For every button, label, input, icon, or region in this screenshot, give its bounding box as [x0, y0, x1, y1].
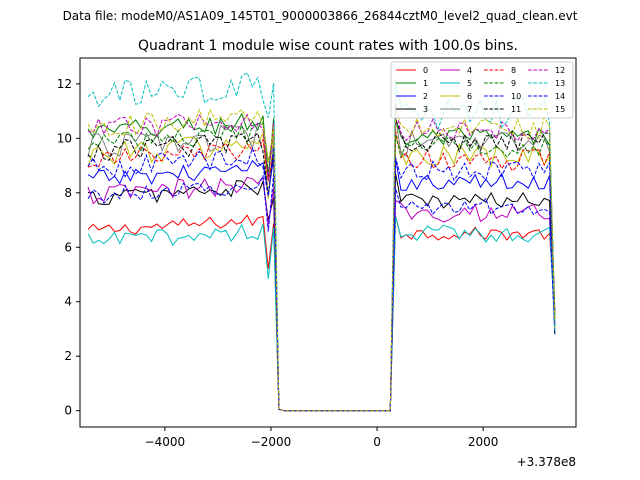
legend-label-3: 3: [423, 105, 428, 114]
series-line-11: [87, 119, 556, 412]
x-tick-label: −2000: [251, 435, 292, 449]
legend-label-7: 7: [467, 105, 472, 114]
legend-label-11: 11: [511, 105, 521, 114]
y-tick-label: 2: [64, 349, 72, 363]
legend-label-10: 10: [511, 92, 521, 101]
y-axis: 0 2 4 6 8 10 12: [57, 77, 80, 418]
plot-frame: [79, 57, 577, 428]
legend-label-1: 1: [423, 79, 428, 88]
legend-label-0: 0: [423, 66, 428, 75]
x-tick-label: −4000: [145, 435, 186, 449]
series-line-14: [87, 147, 556, 412]
legend-label-12: 12: [555, 66, 565, 75]
x-tick-label: 0: [373, 435, 381, 449]
y-tick-label: 0: [64, 404, 72, 418]
x-axis-offset-label: +3.378e8: [517, 455, 576, 469]
series-line-10: [87, 174, 556, 412]
legend-label-4: 4: [467, 66, 472, 75]
y-tick-label: 4: [64, 295, 72, 309]
legend-label-2: 2: [423, 92, 428, 101]
legend-label-8: 8: [511, 66, 516, 75]
chart-title: Quadrant 1 module wise count rates with …: [138, 38, 518, 54]
plot-lines: [87, 71, 556, 412]
legend-box: [390, 61, 574, 119]
legend-label-14: 14: [555, 92, 565, 101]
legend-label-9: 9: [511, 79, 516, 88]
legend-label-15: 15: [555, 105, 565, 114]
y-tick-label: 6: [64, 240, 72, 254]
legend-label-13: 13: [555, 79, 565, 88]
x-axis: −4000 −2000 0 2000: [145, 427, 499, 449]
y-tick-label: 8: [64, 186, 72, 200]
y-tick-label: 12: [57, 77, 72, 91]
y-tick-label: 10: [57, 131, 72, 145]
data-file-caption: Data file: modeM0/AS1A09_145T01_90000038…: [63, 9, 578, 23]
legend-label-6: 6: [467, 92, 472, 101]
x-tick-label: 2000: [468, 435, 499, 449]
legend-label-5: 5: [467, 79, 472, 88]
